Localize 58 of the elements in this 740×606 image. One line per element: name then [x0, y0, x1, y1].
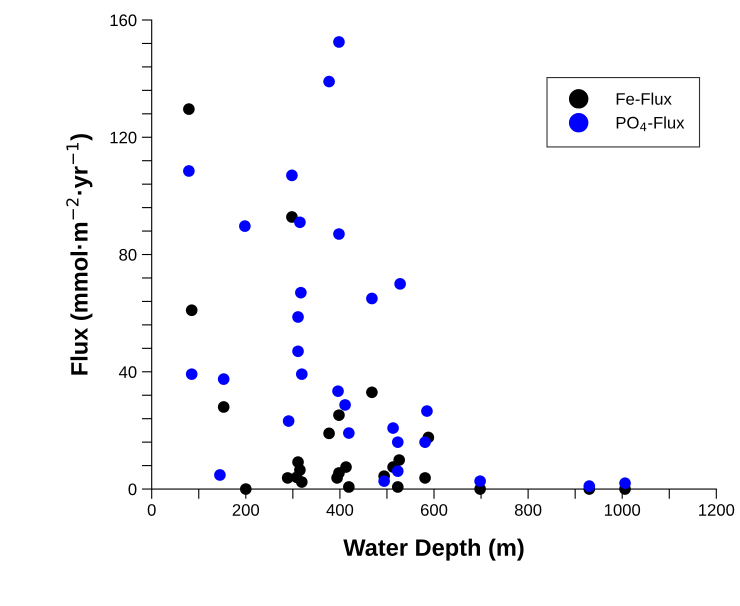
point — [333, 36, 345, 48]
point — [332, 385, 344, 397]
point — [343, 427, 355, 439]
point — [421, 405, 433, 417]
point — [394, 278, 406, 290]
point — [286, 211, 298, 223]
point — [239, 220, 251, 232]
point — [290, 472, 302, 484]
legend-label: Fe-Flux — [616, 92, 672, 105]
point — [183, 103, 195, 115]
point — [295, 286, 307, 298]
point — [366, 292, 378, 304]
point — [218, 373, 230, 385]
point — [366, 386, 378, 398]
point — [331, 472, 343, 484]
y-tick-label: 160 — [110, 14, 136, 26]
y-tick-label: 40 — [118, 366, 136, 378]
point — [343, 481, 355, 493]
point — [282, 415, 294, 427]
x-tick-label: 0 — [148, 504, 156, 516]
point — [186, 368, 198, 380]
point — [392, 436, 404, 448]
point — [619, 477, 631, 489]
point — [583, 480, 596, 492]
point — [183, 165, 195, 177]
y-axis-title: Flux (mmol·m$^{−2}$·yr$^{−1}$) — [66, 134, 92, 375]
point — [294, 216, 306, 228]
point — [378, 475, 390, 487]
point — [296, 368, 308, 380]
point — [474, 475, 486, 487]
point — [218, 401, 230, 413]
point — [339, 399, 351, 411]
x-tick-label: 600 — [420, 504, 448, 516]
point — [392, 465, 404, 477]
x-tick-label: 400 — [326, 504, 354, 516]
point — [387, 422, 399, 434]
x-tick-label: 200 — [232, 504, 260, 516]
legend-label: PO$_{4}$-Flux — [616, 116, 684, 132]
point — [333, 228, 345, 240]
x-tick-label: 800 — [514, 504, 542, 516]
y-tick-label: 0 — [128, 483, 136, 496]
x-axis-title: Water Depth (m) — [343, 538, 524, 561]
point — [419, 472, 431, 484]
point — [286, 170, 298, 182]
point — [292, 311, 304, 323]
point — [323, 76, 335, 88]
point — [292, 345, 304, 358]
point — [419, 436, 431, 448]
point — [333, 409, 345, 421]
point — [240, 483, 252, 495]
y-tick-label: 120 — [110, 132, 136, 144]
point — [392, 481, 404, 493]
y-tick-label: 80 — [119, 248, 136, 261]
point — [323, 428, 335, 440]
x-tick-label: 1200 — [699, 504, 734, 516]
x-tick-label: 1000 — [604, 504, 640, 516]
point — [214, 469, 226, 481]
point — [186, 304, 198, 316]
